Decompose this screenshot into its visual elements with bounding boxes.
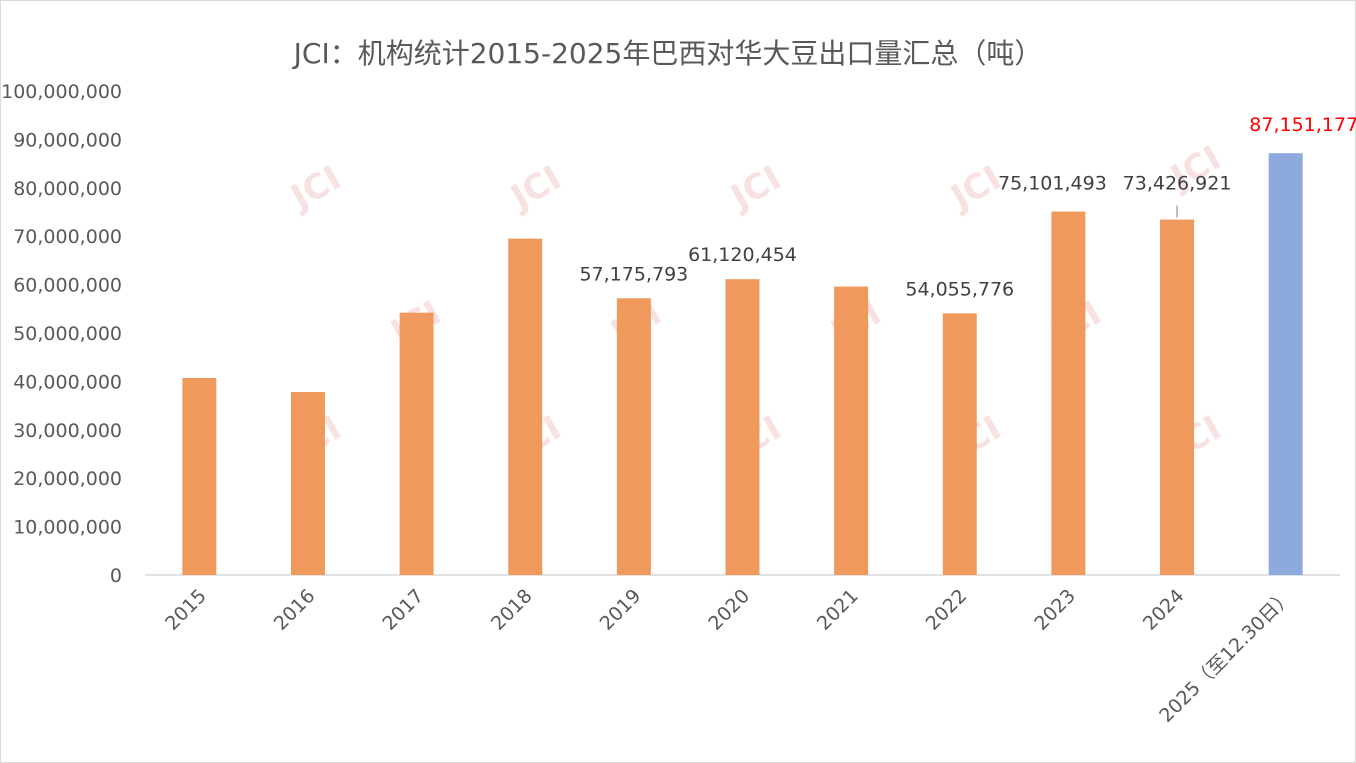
- data-label: 57,175,793: [579, 263, 688, 285]
- bar-2022: [942, 313, 977, 575]
- y-tick-label: 0: [110, 565, 122, 587]
- x-tick-label: 2016: [270, 585, 320, 635]
- data-label: 75,101,493: [998, 173, 1107, 195]
- bar-2019: [616, 298, 651, 575]
- data-label: 54,055,776: [905, 278, 1014, 300]
- x-tick-label: 2017: [378, 585, 428, 635]
- y-tick-label: 100,000,000: [1, 81, 122, 103]
- y-tick-label: 30,000,000: [13, 420, 122, 442]
- chart-title: JCI：机构统计2015-2025年巴西对华大豆出口量汇总（吨）: [292, 37, 1043, 70]
- x-tick-label: 2023: [1030, 585, 1080, 635]
- x-axis: 2015 2016 2017 2018 2019 2020 2021 2022 2023 2024…: [161, 585, 1297, 727]
- bar-2020: [725, 279, 760, 575]
- y-tick-label: 60,000,000: [13, 275, 122, 297]
- bar-2025: [1268, 153, 1303, 576]
- bar-2018: [508, 238, 543, 575]
- x-tick-label: 2022: [922, 585, 972, 635]
- watermark-logo: JCI: [283, 158, 348, 219]
- y-axis: 0 10,000,000 20,000,000 30,000,000 40,000,00…: [1, 81, 1340, 587]
- y-tick-label: 20,000,000: [13, 468, 122, 490]
- x-tick-label: 2021: [813, 585, 863, 635]
- y-tick-label: 40,000,000: [13, 371, 122, 393]
- y-tick-label: 50,000,000: [13, 323, 122, 345]
- x-tick-label: 2024: [1139, 585, 1189, 635]
- watermark-logo: JCI: [503, 158, 568, 219]
- bar-2021: [834, 286, 869, 575]
- x-tick-label: 2020: [704, 585, 754, 635]
- bar-2024: [1160, 219, 1195, 575]
- watermark-logo: JCI: [723, 158, 788, 219]
- y-tick-label: 80,000,000: [13, 178, 122, 200]
- bar-2016: [290, 392, 325, 575]
- y-tick-label: 70,000,000: [13, 226, 122, 248]
- x-tick-label: 2018: [487, 585, 537, 635]
- x-tick-label: 2019: [596, 585, 646, 635]
- data-label: 73,426,921: [1123, 173, 1232, 195]
- bars: [182, 153, 1303, 576]
- data-label: 61,120,454: [688, 244, 797, 266]
- data-label: 87,151,177: [1249, 114, 1356, 136]
- y-tick-label: 90,000,000: [13, 129, 122, 151]
- bar-2017: [399, 312, 434, 575]
- y-tick-label: 10,000,000: [13, 517, 122, 539]
- x-tick-label: 2015: [161, 585, 211, 635]
- bar-2015: [182, 378, 217, 575]
- bar-2023: [1051, 211, 1086, 575]
